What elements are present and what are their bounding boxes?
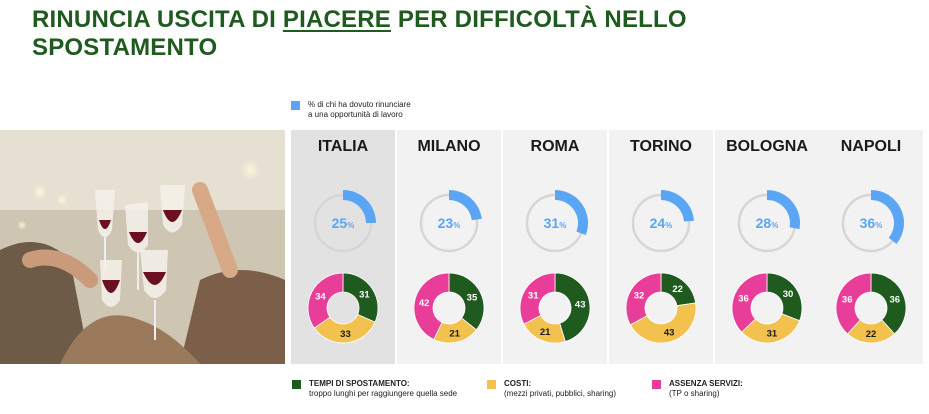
city-card-italia: ITALIA 25% 31 33 34 [291, 130, 395, 364]
breakdown-donut-roma: 43 21 31 [519, 272, 591, 344]
breakdown-slice-assenza [519, 272, 556, 325]
legend-share: % di chi ha dovuto rinunciare a una oppo… [291, 100, 471, 120]
breakdown-label-tempi: 36 [890, 294, 901, 305]
share-value-label: 25% [332, 215, 355, 231]
breakdown-slice-costi [629, 302, 697, 344]
title-part-3: PER DIFFICOLTÀ NELLO SPOSTAMENTO [32, 6, 687, 61]
legend-share-line2: a una opportunità di lavoro [308, 110, 403, 119]
breakdown-label-assenza: 42 [419, 298, 430, 309]
share-donut-milano: 23% [419, 190, 482, 253]
breakdown-label-costi: 43 [664, 328, 675, 339]
title-part-1: RINUNCIA USCITA DI [32, 6, 283, 33]
legend-share-line1: % di chi ha dovuto rinunciare [308, 100, 411, 109]
chart-title: RINUNCIA USCITA DI PIACERE PER DIFFICOLT… [32, 6, 792, 62]
title-underlined-word: PIACERE [282, 6, 391, 33]
legend-tempi: TEMPI DI SPOSTAMENTO: troppo lunghi per … [292, 379, 457, 399]
legend-assenza: ASSENZA SERVIZI: (TP o sharing) [652, 379, 743, 399]
city-label-roma: ROMA [530, 138, 580, 155]
legend-assenza-title: ASSENZA SERVIZI: [669, 379, 743, 388]
share-donut-roma: 31% [525, 190, 588, 253]
share-value-label: 28% [756, 215, 779, 231]
legend-costi-text: COSTI: (mezzi privati, pubblici, sharing… [504, 379, 616, 399]
breakdown-slice-costi [313, 313, 376, 344]
legend-tempi-text: TEMPI DI SPOSTAMENTO: troppo lunghi per … [309, 379, 457, 399]
breakdown-label-tempi: 31 [359, 290, 370, 301]
legend-assenza-sub: (TP o sharing) [669, 389, 720, 398]
breakdown-label-costi: 31 [767, 329, 778, 340]
breakdown-slice-assenza [625, 272, 662, 326]
legend-tempi-swatch [292, 380, 301, 389]
breakdown-label-costi: 33 [340, 329, 351, 340]
share-slice [871, 190, 904, 245]
share-slice [555, 190, 588, 236]
share-slice [661, 190, 694, 222]
share-donut-torino: 24% [631, 190, 694, 253]
breakdown-slice-assenza [731, 272, 768, 333]
share-donut-italia: 25% [313, 190, 376, 253]
city-card-roma: ROMA 31% 43 21 31 [503, 130, 607, 364]
city-card-milano: MILANO 23% 35 21 42 [397, 130, 501, 364]
breakdown-label-costi: 21 [540, 327, 551, 338]
share-slice [767, 190, 800, 230]
city-card-napoli: NAPOLI 36% 36 22 36 [819, 130, 923, 364]
breakdown-slice-tempi [554, 272, 591, 342]
legend-costi: COSTI: (mezzi privati, pubblici, sharing… [487, 379, 616, 399]
legend-costi-sub: (mezzi privati, pubblici, sharing) [504, 389, 617, 398]
breakdown-label-assenza: 32 [634, 291, 645, 302]
breakdown-donut-bologna: 30 31 36 [731, 272, 803, 344]
city-card-torino: TORINO 24% 22 43 32 [609, 130, 713, 364]
breakdown-slice-tempi [448, 272, 485, 331]
toast-photo [0, 130, 285, 364]
breakdown-slice-tempi [342, 272, 379, 323]
share-slice [343, 190, 376, 223]
breakdown-slice-assenza [413, 272, 450, 341]
legend-costi-swatch [487, 380, 496, 389]
share-value-label: 31% [544, 215, 567, 231]
legend-costi-title: COSTI: [504, 379, 532, 388]
city-label-torino: TORINO [630, 138, 692, 155]
share-value-label: 36% [860, 215, 883, 231]
breakdown-label-assenza: 34 [315, 292, 326, 303]
breakdown-label-costi: 22 [866, 329, 877, 340]
breakdown-donut-napoli: 36 22 36 [835, 272, 907, 344]
breakdown-slice-tempi [870, 272, 907, 335]
share-slice [449, 190, 482, 221]
share-value-label: 24% [650, 215, 673, 231]
toast-photo-illustration [0, 130, 285, 364]
city-card-bologna: BOLOGNA 28% 30 31 36 [715, 130, 819, 364]
breakdown-label-assenza: 36 [738, 293, 749, 304]
breakdown-slice-assenza [307, 272, 344, 329]
city-label-napoli: NAPOLI [840, 138, 902, 155]
breakdown-label-assenza: 31 [528, 290, 539, 301]
breakdown-label-costi: 21 [449, 328, 460, 339]
breakdown-donut-torino: 22 43 32 [625, 272, 697, 344]
legend-tempi-title: TEMPI DI SPOSTAMENTO: [309, 379, 410, 388]
legend-tempi-sub: troppo lunghi per raggiungere quella sed… [309, 389, 458, 398]
city-label-italia: ITALIA [317, 138, 369, 155]
share-donut-bologna: 28% [737, 190, 800, 253]
breakdown-donut-italia: 31 33 34 [307, 272, 379, 344]
city-label-milano: MILANO [417, 138, 481, 155]
legend-assenza-swatch [652, 380, 661, 389]
legend-share-swatch [291, 101, 300, 110]
breakdown-slice-assenza [835, 272, 872, 335]
breakdown-label-tempi: 22 [672, 284, 683, 295]
legend-assenza-text: ASSENZA SERVIZI: (TP o sharing) [669, 379, 743, 399]
breakdown-label-tempi: 35 [467, 292, 478, 303]
breakdown-donut-milano: 35 21 42 [413, 272, 485, 344]
breakdown-slice-costi [741, 313, 801, 344]
share-donut-napoli: 36% [841, 190, 904, 253]
legend-share-label: % di chi ha dovuto rinunciare a una oppo… [308, 100, 411, 120]
share-value-label: 23% [438, 215, 461, 231]
city-label-bologna: BOLOGNA [726, 138, 808, 155]
breakdown-label-tempi: 30 [783, 289, 794, 300]
breakdown-label-tempi: 43 [575, 300, 586, 311]
breakdown-label-assenza: 36 [842, 294, 853, 305]
